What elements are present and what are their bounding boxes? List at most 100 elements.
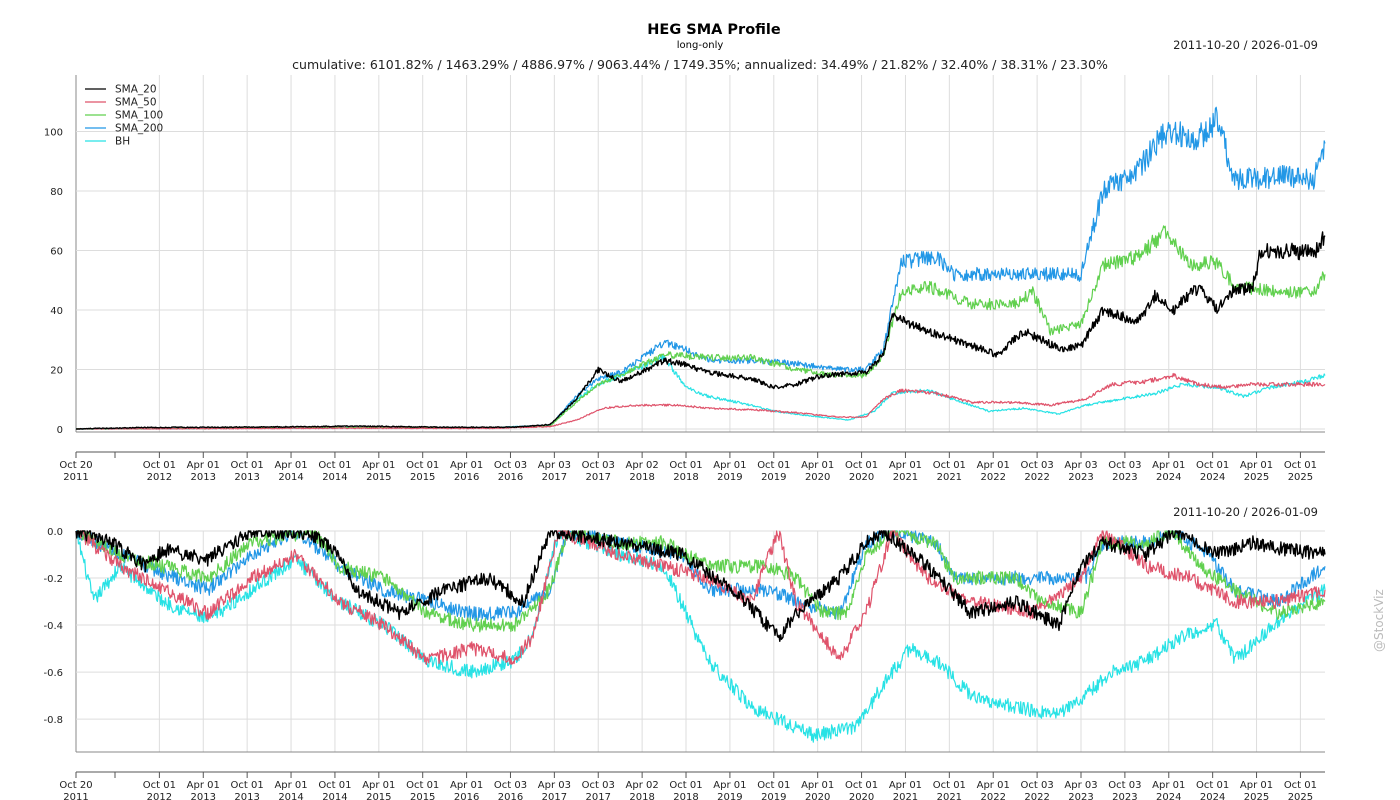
drawdown-x-tick-label: Oct 01 [845, 780, 878, 791]
equity-x-tick-year: 2013 [234, 472, 259, 483]
stats-line: cumulative: 6101.82% / 1463.29% / 4886.9… [292, 57, 1108, 72]
drawdown-y-tick-label: 0.0 [47, 527, 63, 538]
equity-x-tick-label: Apr 01 [713, 460, 746, 471]
drawdown-x-tick-year: 2019 [761, 792, 786, 800]
equity-series-sma-20 [75, 231, 1326, 430]
drawdown-x-tick-label: Oct 01 [669, 780, 702, 791]
drawdown-x-tick-year: 2012 [147, 792, 172, 800]
drawdown-x-tick-year: 2016 [498, 792, 523, 800]
equity-grid [75, 75, 1325, 433]
drawdown-x-tick-year: 2025 [1288, 792, 1313, 800]
date-range-bottom: 2011-10-20 / 2026-01-09 [1173, 505, 1318, 519]
drawdown-x-tick-label: Apr 02 [626, 780, 659, 791]
equity-x-tick-year: 2021 [893, 472, 918, 483]
drawdown-x-tick-year: 2018 [673, 792, 698, 800]
drawdown-x-tick-label: Oct 03 [582, 780, 615, 791]
equity-x-tick-label: Apr 01 [187, 460, 220, 471]
drawdown-x-tick-label: Apr 01 [713, 780, 746, 791]
drawdown-x-tick-year: 2023 [1068, 792, 1093, 800]
equity-x-tick-year: 2023 [1068, 472, 1093, 483]
drawdown-y-axis: 0.0 -0.2 -0.4 -0.6 -0.8 [43, 527, 63, 726]
equity-x-tick-label: Apr 01 [450, 460, 483, 471]
equity-y-tick-label: 0 [57, 425, 63, 436]
equity-x-tick-year: 2014 [322, 472, 347, 483]
drawdown-series-bh [76, 530, 1326, 743]
equity-x-tick-label: Oct 03 [494, 460, 527, 471]
equity-x-tick-label: Apr 01 [274, 460, 307, 471]
equity-x-tick-year: 2025 [1288, 472, 1313, 483]
drawdown-x-tick-label: Apr 01 [187, 780, 220, 791]
equity-x-tick-year: 2013 [191, 472, 216, 483]
drawdown-x-tick-year: 2021 [937, 792, 962, 800]
equity-y-tick-label: 20 [50, 366, 63, 377]
drawdown-x-tick-label: Oct 03 [494, 780, 527, 791]
drawdown-x-tick-label: Apr 01 [1240, 780, 1273, 791]
drawdown-series-sma-20 [75, 530, 1326, 642]
drawdown-x-tick-label: Oct 03 [1108, 780, 1141, 791]
equity-x-tick-year: 2022 [980, 472, 1005, 483]
equity-x-tick-label: Oct 01 [933, 460, 966, 471]
equity-x-tick-year: 2022 [1024, 472, 1049, 483]
drawdown-x-tick-year: 2014 [278, 792, 303, 800]
drawdown-x-tick-label: Apr 03 [1064, 780, 1097, 791]
drawdown-x-tick-year: 2017 [586, 792, 611, 800]
equity-x-tick-year: 2015 [366, 472, 391, 483]
drawdown-x-tick-year: 2019 [717, 792, 742, 800]
equity-x-tick-label: Apr 01 [801, 460, 834, 471]
legend-label-sma-100: SMA_100 [115, 110, 163, 122]
drawdown-x-tick-year: 2015 [410, 792, 435, 800]
equity-x-tick-year: 2024 [1200, 472, 1225, 483]
drawdown-x-tick-label: Oct 20 [59, 780, 92, 791]
drawdown-x-tick-year: 2014 [322, 792, 347, 800]
equity-x-tick-year: 2015 [410, 472, 435, 483]
drawdown-x-tick-year: 2020 [849, 792, 874, 800]
drawdown-x-tick-year: 2015 [366, 792, 391, 800]
drawdown-y-tick-label: -0.4 [43, 621, 63, 632]
equity-x-tick-label: Oct 01 [669, 460, 702, 471]
equity-x-tick-label: Oct 03 [1108, 460, 1141, 471]
drawdown-x-tick-year: 2016 [454, 792, 479, 800]
equity-y-tick-label: 80 [50, 187, 63, 198]
equity-x-tick-label: Oct 01 [231, 460, 264, 471]
drawdown-x-tick-year: 2024 [1156, 792, 1181, 800]
equity-x-tick-label: Apr 01 [1240, 460, 1273, 471]
drawdown-x-tick-label: Oct 01 [318, 780, 351, 791]
equity-y-axis: 0 20 40 60 80 100 [44, 128, 63, 437]
drawdown-x-tick-label: Oct 01 [1196, 780, 1229, 791]
equity-x-tick-label: Apr 01 [889, 460, 922, 471]
drawdown-grid [75, 530, 1325, 753]
equity-y-tick-label: 100 [44, 128, 63, 139]
equity-x-tick-label: Apr 03 [1064, 460, 1097, 471]
drawdown-x-tick-year: 2017 [542, 792, 567, 800]
equity-y-tick-label: 40 [50, 306, 63, 317]
drawdown-x-tick-label: Apr 03 [538, 780, 571, 791]
equity-series [75, 106, 1326, 430]
equity-x-tick-year: 2016 [454, 472, 479, 483]
equity-x-tick-label: Apr 01 [1152, 460, 1185, 471]
equity-x-tick-year: 2014 [278, 472, 303, 483]
equity-x-tick-label: Apr 01 [362, 460, 395, 471]
drawdown-x-tick-year: 2021 [893, 792, 918, 800]
drawdown-x-tick-year: 2013 [191, 792, 216, 800]
legend-label-sma-20: SMA_20 [115, 84, 157, 96]
drawdown-x-tick-label: Apr 01 [977, 780, 1010, 791]
drawdown-x-tick-year: 2020 [805, 792, 830, 800]
equity-x-tick-label: Oct 01 [406, 460, 439, 471]
drawdown-x-tick-label: Oct 03 [1021, 780, 1054, 791]
drawdown-x-tick-label: Apr 01 [889, 780, 922, 791]
equity-x-tick-label: Oct 03 [582, 460, 615, 471]
equity-x-tick-label: Apr 03 [538, 460, 571, 471]
chart-title: HEG SMA Profile [647, 22, 781, 38]
equity-x-tick-label: Oct 20 [59, 460, 92, 471]
watermark: @StockViz [1372, 589, 1386, 652]
drawdown-x-tick-label: Oct 01 [143, 780, 176, 791]
equity-x-tick-year: 2020 [849, 472, 874, 483]
drawdown-x-tick-label: Apr 01 [801, 780, 834, 791]
drawdown-x-tick-year: 2025 [1244, 792, 1269, 800]
equity-series-sma-100 [76, 225, 1326, 430]
equity-x-tick-label: Oct 01 [1196, 460, 1229, 471]
